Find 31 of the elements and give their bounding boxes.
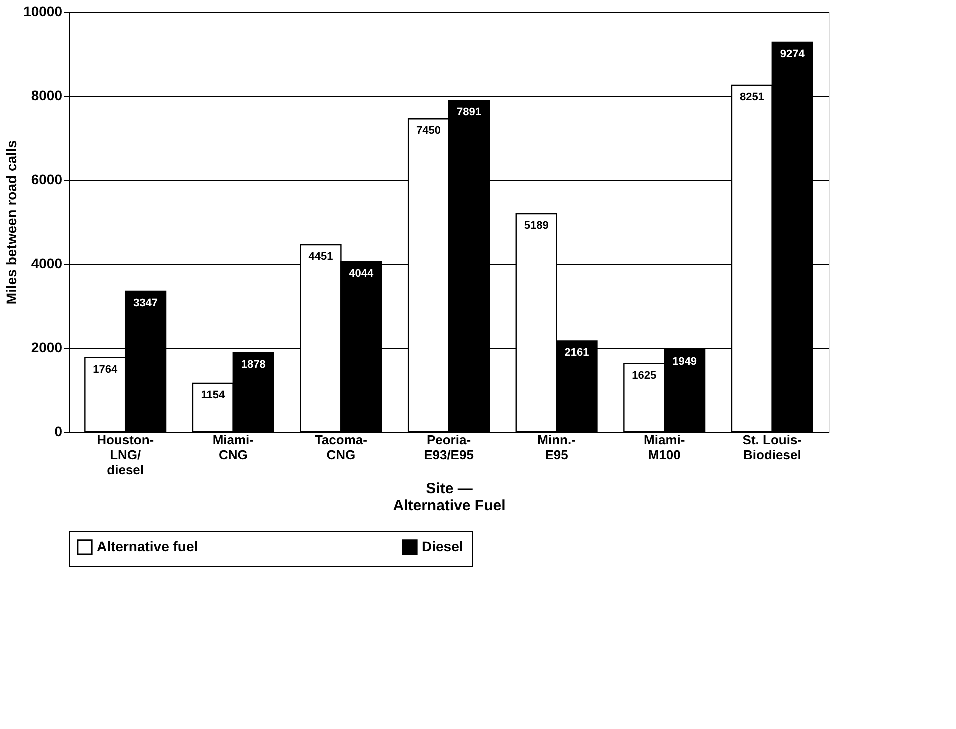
x-tick-label: St. Louis- Biodiesel xyxy=(742,432,802,462)
y-tick-label: 2000 xyxy=(31,340,63,356)
y-tick-label: 0 xyxy=(54,424,63,440)
x-tick-label: Tacoma- CNG xyxy=(314,432,368,462)
data-label: 3347 xyxy=(134,297,158,310)
legend-label: Diesel xyxy=(422,538,464,554)
data-label: 5189 xyxy=(524,220,549,232)
y-tick-label: 10000 xyxy=(24,4,63,20)
y-tick-label: 6000 xyxy=(31,172,63,188)
y-tick-label: 8000 xyxy=(31,88,63,104)
data-label: 8251 xyxy=(740,91,764,104)
data-label: 1764 xyxy=(93,364,118,376)
x-tick-label: Minn.- E95 xyxy=(538,432,576,462)
x-axis-title: Site — Alternative Fuel xyxy=(393,480,506,514)
data-label: 1878 xyxy=(241,359,266,372)
data-label: 2161 xyxy=(564,347,590,360)
data-label: 7891 xyxy=(456,106,482,119)
data-label: 4044 xyxy=(349,268,375,280)
x-tick-label: Miami- CNG xyxy=(212,432,254,462)
data-label: 1949 xyxy=(672,356,698,368)
x-tick-label: Houston- LNG/ diesel xyxy=(97,432,154,478)
data-label: 7450 xyxy=(416,125,442,138)
data-label: 4451 xyxy=(308,251,334,264)
y-axis-title: Miles between road calls xyxy=(4,140,20,305)
data-label: 1625 xyxy=(632,370,657,382)
data-label: 9274 xyxy=(780,48,806,60)
x-tick-label: Peoria- E93/E95 xyxy=(424,432,474,462)
y-tick-label: 4000 xyxy=(31,256,63,272)
legend-label: Alternative fuel xyxy=(97,538,198,554)
data-label: 1154 xyxy=(201,390,226,402)
x-tick-label: Miami- M100 xyxy=(644,432,686,462)
